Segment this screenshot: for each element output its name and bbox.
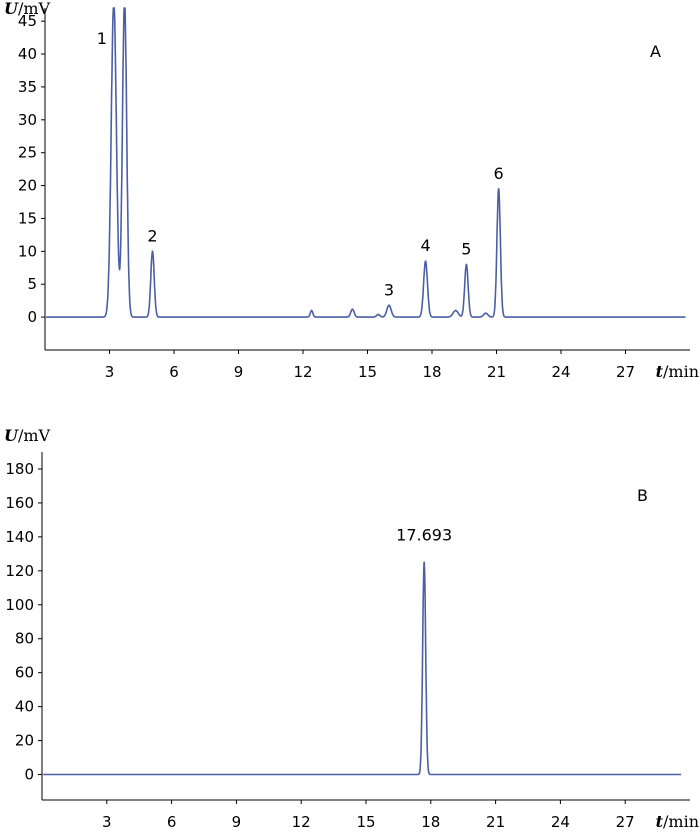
y-tick-label: 0 <box>24 766 34 784</box>
y-tick-label: 30 <box>18 111 37 129</box>
y-axis-label: U/mV <box>4 0 51 18</box>
peak-point <box>465 263 468 266</box>
y-tick-label: 180 <box>5 460 34 478</box>
panel-label: B <box>637 486 648 505</box>
peak-label: 17.693 <box>396 525 452 544</box>
y-tick-label: 5 <box>27 275 37 293</box>
peak-point <box>484 312 487 314</box>
peak-point <box>377 313 380 316</box>
peak-label: 4 <box>420 236 430 255</box>
x-tick-label: 18 <box>422 363 441 381</box>
y-tick-label: 15 <box>18 209 37 227</box>
peak-point <box>497 188 500 190</box>
x-tick-label: 6 <box>169 363 179 381</box>
peak-label: 3 <box>384 280 394 299</box>
x-axis-label: t/min <box>656 812 699 831</box>
peak-point <box>388 304 390 307</box>
y-axis-label: U/mV <box>4 426 51 445</box>
chromatogram-trace <box>42 561 682 776</box>
y-tick-label: 20 <box>18 177 37 195</box>
y-tick-label: 25 <box>18 144 37 162</box>
chromatogram-trace <box>45 7 687 318</box>
x-tick-label: 21 <box>487 363 506 381</box>
x-tick-label: 12 <box>293 363 312 381</box>
x-tick-label: 6 <box>167 813 177 831</box>
x-tick-label: 18 <box>421 813 440 831</box>
peak-point <box>113 7 115 9</box>
chart-panel-b: 0 20 40 60 80 100 120 140 160 180 3 6 9 12 15 18 21 24 27 U… <box>4 426 699 831</box>
peak-point <box>123 7 126 9</box>
y-tick-label: 45 <box>18 12 37 30</box>
peak-label: 2 <box>147 226 157 245</box>
y-tick-label: 0 <box>27 308 37 326</box>
x-tick-label: 12 <box>292 813 311 831</box>
y-tick-label: 80 <box>15 630 34 648</box>
x-tick-label: 27 <box>616 813 635 831</box>
y-tick-label: 120 <box>5 562 34 580</box>
peak-label: 5 <box>461 240 471 259</box>
x-tick-label: 24 <box>551 363 570 381</box>
y-tick-label: 10 <box>18 242 37 260</box>
x-tick-label: 9 <box>232 813 242 831</box>
peak-point <box>423 561 425 564</box>
x-tick-label: 3 <box>102 813 112 831</box>
x-tick-label: 21 <box>486 813 505 831</box>
peak-label: 1 <box>97 29 107 48</box>
x-tick-label: 3 <box>105 363 115 381</box>
y-tick-label: 100 <box>5 596 34 614</box>
panel-label: A <box>650 42 661 61</box>
x-tick-label: 15 <box>356 813 375 831</box>
x-tick-label: 9 <box>234 363 244 381</box>
peak-point <box>351 308 354 311</box>
y-tick-label: 60 <box>15 664 34 682</box>
peak-point <box>310 309 313 312</box>
y-tick-label: 160 <box>5 494 34 512</box>
y-tick-label: 20 <box>15 732 34 750</box>
y-tick-label: 40 <box>18 45 37 63</box>
peak-point <box>151 250 154 253</box>
peak-label: 6 <box>494 164 504 183</box>
y-tick-label: 140 <box>5 528 34 546</box>
x-tick-label: 24 <box>551 813 570 831</box>
x-axis-label: t/min <box>656 362 699 381</box>
y-tick-label: 40 <box>15 698 34 716</box>
x-tick-label: 15 <box>358 363 377 381</box>
x-tick-label: 27 <box>616 363 635 381</box>
peak-point <box>424 260 427 263</box>
peak-point <box>454 309 457 312</box>
y-tick-label: 35 <box>18 78 37 96</box>
